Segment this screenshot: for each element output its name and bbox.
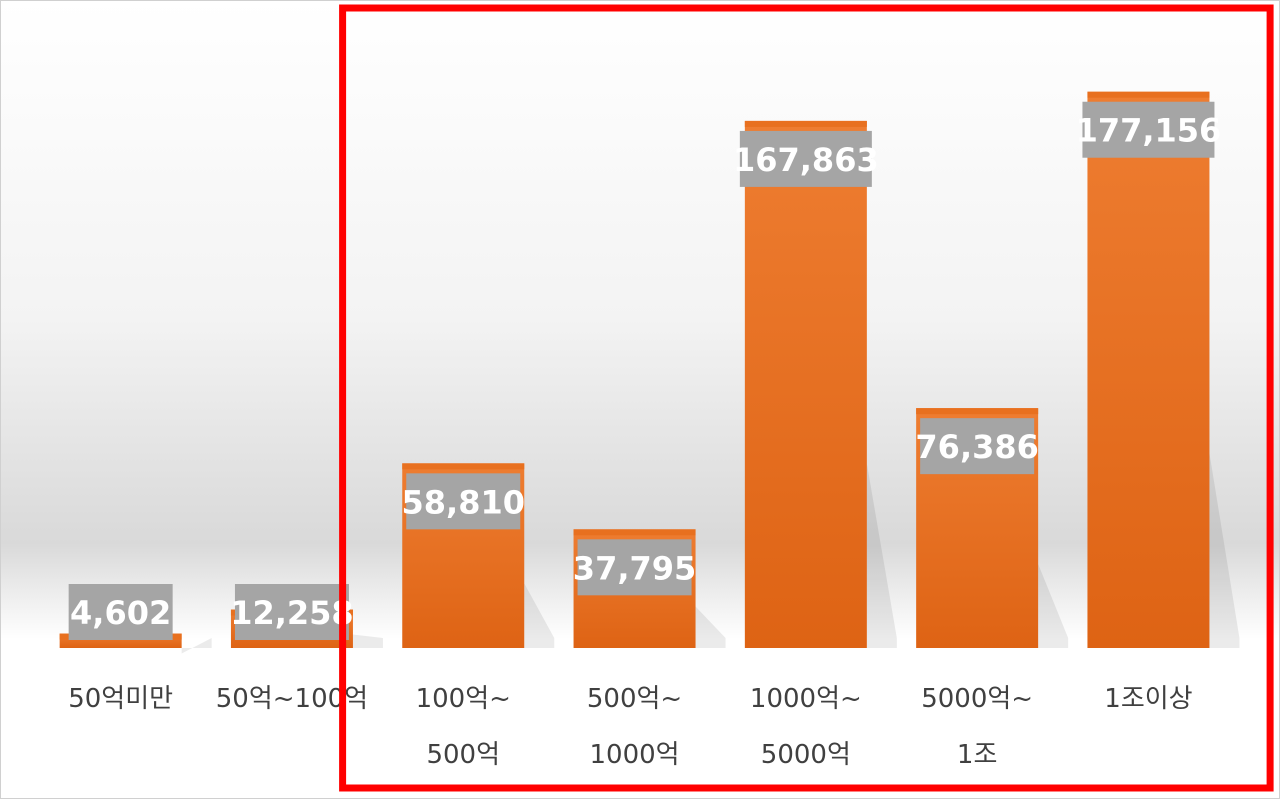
category-label: 1000억~ <box>750 684 862 714</box>
category-label: 50억미만 <box>68 684 173 714</box>
bar-cap <box>744 120 867 127</box>
bar-shadows <box>181 453 1240 654</box>
bar-cap <box>1087 91 1210 98</box>
category-labels: 50억미만 50억~100억 100억~500억500억~1000억1000억~50… <box>68 684 1192 770</box>
category-label: 100억~ <box>416 684 511 714</box>
category-label: 5000억~ <box>921 684 1033 714</box>
data-label: 37,795 <box>573 549 696 587</box>
highlight-box <box>339 4 1274 792</box>
data-label: 4,602 <box>70 594 171 632</box>
category-label: 500억 <box>426 740 500 770</box>
data-label: 58,810 <box>402 483 525 521</box>
data-label: 76,386 <box>915 428 1038 466</box>
bar-shadow <box>524 583 555 648</box>
data-label-box <box>68 584 173 640</box>
bar-shadow <box>352 634 383 648</box>
data-label: 177,156 <box>1076 112 1222 150</box>
category-label: 1000억 <box>590 740 680 770</box>
category-label: 1조 <box>957 740 997 770</box>
category-label: 1조이상 <box>1104 684 1192 714</box>
bar-shadow <box>695 606 726 648</box>
category-label: 5000억 <box>761 740 851 770</box>
bar-shadow <box>866 463 897 648</box>
data-label-box <box>234 584 349 640</box>
data-label: 167,863 <box>733 141 879 179</box>
data-labels: 4,602 12,258 58,810 37,795 167,863 76,386 177,… <box>68 101 1222 640</box>
data-label-box <box>406 473 521 530</box>
bar-cap <box>573 529 696 536</box>
bar <box>1087 91 1210 648</box>
data-label-box <box>577 539 692 596</box>
data-label-box <box>920 418 1035 475</box>
bar-cap <box>916 408 1039 415</box>
bar-shadow <box>1209 453 1240 648</box>
data-label: 12,258 <box>230 594 353 632</box>
bar-shadow <box>181 638 212 654</box>
bar-shadow <box>1038 564 1069 648</box>
bar <box>744 120 867 649</box>
data-label-box <box>1082 101 1215 158</box>
category-label: 500억~ <box>587 684 682 714</box>
data-label-box <box>739 130 872 187</box>
bar-cap <box>402 463 525 470</box>
